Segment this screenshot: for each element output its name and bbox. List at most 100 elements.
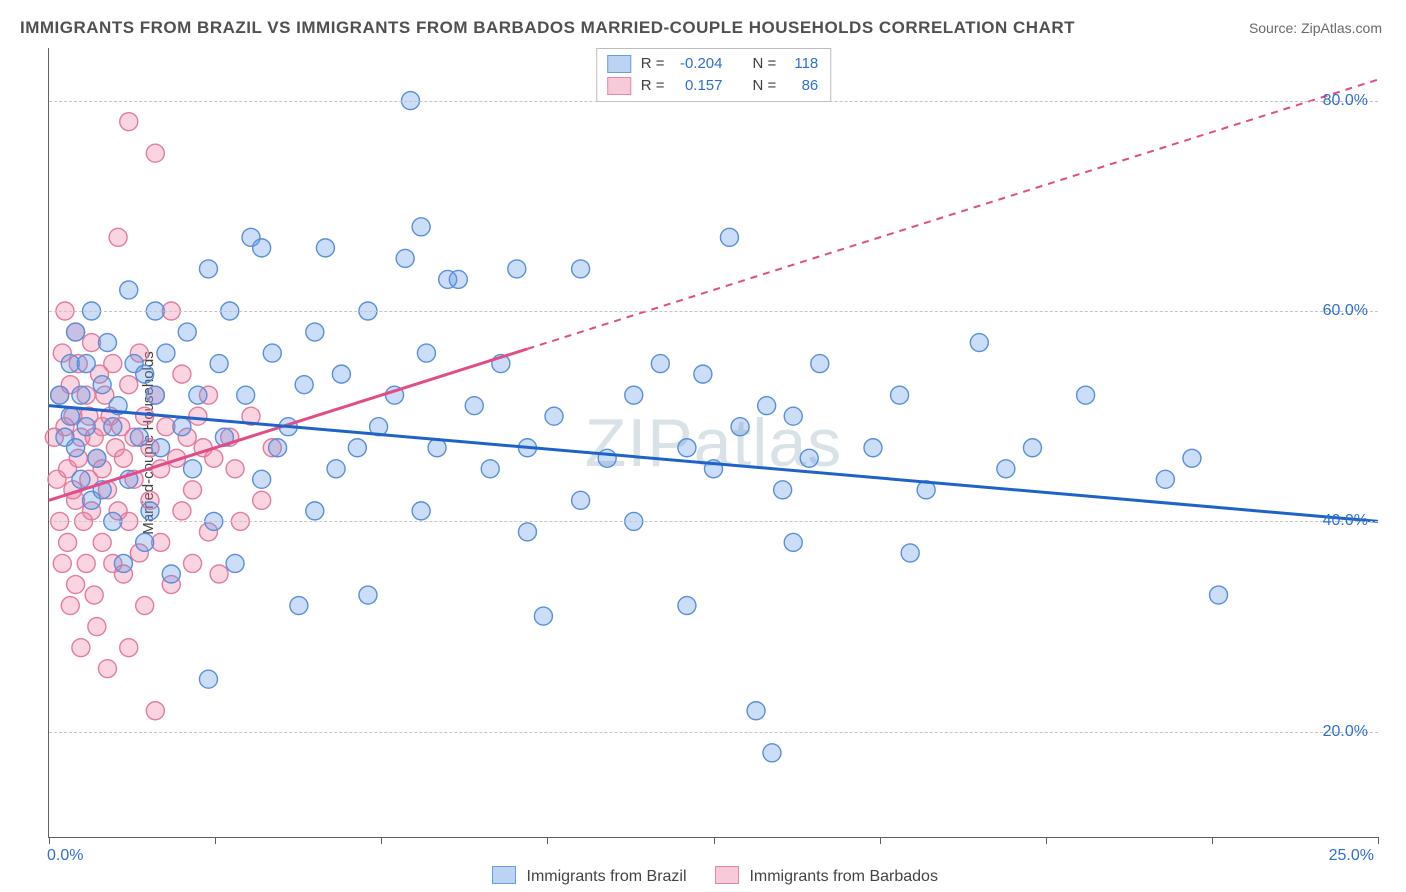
bottom-legend: Immigrants from Brazil Immigrants from B… — [0, 866, 1406, 886]
data-point — [178, 323, 196, 341]
x-tick — [215, 837, 216, 844]
data-point — [678, 597, 696, 615]
data-point — [720, 228, 738, 246]
data-point — [763, 744, 781, 762]
data-point — [67, 323, 85, 341]
data-point — [518, 523, 536, 541]
data-point — [901, 544, 919, 562]
data-point — [226, 460, 244, 478]
data-point — [694, 365, 712, 383]
brazil-n-value: 118 — [786, 53, 818, 75]
data-point — [77, 554, 95, 572]
gridline — [49, 311, 1378, 312]
x-tick — [1378, 837, 1379, 844]
data-point — [290, 597, 308, 615]
data-point — [572, 491, 590, 509]
data-point — [109, 228, 127, 246]
data-point — [774, 481, 792, 499]
x-tick-label: 0.0% — [47, 847, 83, 865]
x-tick — [49, 837, 50, 844]
data-point — [316, 239, 334, 257]
data-point — [1183, 449, 1201, 467]
data-point — [449, 270, 467, 288]
y-tick-label: 80.0% — [1323, 92, 1368, 110]
data-point — [104, 355, 122, 373]
data-point — [98, 334, 116, 352]
barbados-r-value: 0.157 — [675, 75, 723, 97]
data-point — [1077, 386, 1095, 404]
data-point — [146, 702, 164, 720]
data-point — [120, 281, 138, 299]
data-point — [77, 355, 95, 373]
data-point — [417, 344, 435, 362]
data-point — [184, 554, 202, 572]
gridline — [49, 101, 1378, 102]
data-point — [93, 376, 111, 394]
data-point — [98, 660, 116, 678]
data-point — [173, 502, 191, 520]
data-point — [253, 239, 271, 257]
data-point — [237, 386, 255, 404]
data-point — [136, 407, 154, 425]
data-point — [199, 670, 217, 688]
data-point — [891, 386, 909, 404]
data-point — [1023, 439, 1041, 457]
x-tick — [547, 837, 548, 844]
brazil-r-value: -0.204 — [675, 53, 723, 75]
brazil-swatch-icon — [492, 866, 516, 884]
data-point — [146, 386, 164, 404]
data-point — [997, 460, 1015, 478]
stats-legend: R = -0.204 N = 118 R = 0.157 N = 86 — [596, 48, 832, 102]
data-point — [625, 386, 643, 404]
data-point — [136, 365, 154, 383]
trend-line — [49, 406, 1378, 522]
data-point — [53, 554, 71, 572]
data-point — [173, 365, 191, 383]
data-point — [136, 533, 154, 551]
brazil-swatch-icon — [607, 55, 631, 73]
source-label: Source: ZipAtlas.com — [1249, 20, 1382, 36]
data-point — [85, 586, 103, 604]
data-point — [67, 439, 85, 457]
data-point — [120, 113, 138, 131]
chart-title: IMMIGRANTS FROM BRAZIL VS IMMIGRANTS FRO… — [20, 18, 1075, 38]
data-point — [784, 533, 802, 551]
data-point — [263, 344, 281, 362]
plot-svg — [49, 48, 1378, 837]
y-tick-label: 20.0% — [1323, 723, 1368, 741]
gridline — [49, 732, 1378, 733]
data-point — [210, 565, 228, 583]
data-point — [970, 334, 988, 352]
data-point — [136, 597, 154, 615]
data-point — [412, 502, 430, 520]
data-point — [120, 376, 138, 394]
data-point — [141, 502, 159, 520]
data-point — [77, 418, 95, 436]
data-point — [173, 418, 191, 436]
data-point — [348, 439, 366, 457]
data-point — [864, 439, 882, 457]
data-point — [189, 407, 207, 425]
data-point — [412, 218, 430, 236]
x-tick-label: 25.0% — [1329, 847, 1374, 865]
x-tick — [381, 837, 382, 844]
data-point — [534, 607, 552, 625]
trend-line-dashed — [527, 80, 1378, 349]
data-point — [130, 428, 148, 446]
data-point — [59, 533, 77, 551]
data-point — [253, 491, 271, 509]
data-point — [162, 565, 180, 583]
data-point — [61, 407, 79, 425]
data-point — [253, 470, 271, 488]
data-point — [184, 481, 202, 499]
data-point — [88, 449, 106, 467]
stats-row-brazil: R = -0.204 N = 118 — [607, 53, 819, 75]
data-point — [269, 439, 287, 457]
data-point — [104, 418, 122, 436]
barbados-n-value: 86 — [786, 75, 818, 97]
data-point — [295, 376, 313, 394]
data-point — [210, 355, 228, 373]
brazil-legend-label: Immigrants from Brazil — [527, 868, 687, 885]
data-point — [93, 533, 111, 551]
data-point — [184, 460, 202, 478]
